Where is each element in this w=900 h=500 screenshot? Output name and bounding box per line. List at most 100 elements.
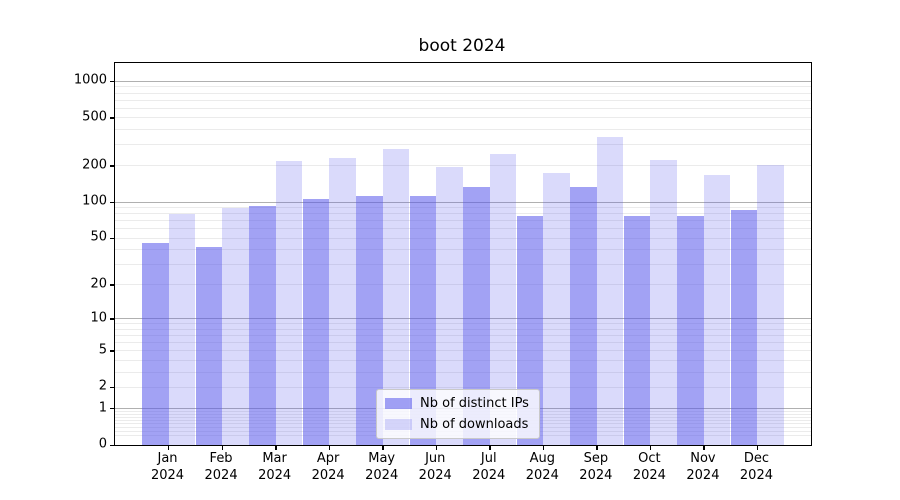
gridline-minor-5 xyxy=(115,350,811,352)
x-tick-label-nov-2024: Nov 2024 xyxy=(686,451,720,483)
gridline-minor-30 xyxy=(115,263,811,265)
legend: Nb of distinct IPs Nb of downloads xyxy=(376,389,540,439)
y-tick-50 xyxy=(110,237,115,239)
y-tick-label-200: 200 xyxy=(82,157,107,173)
bar-distinct-ips-nov xyxy=(677,215,704,445)
y-tick-label-50: 50 xyxy=(90,229,107,245)
x-tick-label-dec-2024: Dec 2024 xyxy=(739,451,773,483)
y-tick-10 xyxy=(110,318,115,320)
bar-downloads-dec xyxy=(757,165,784,445)
x-tick-apr xyxy=(328,445,331,450)
x-tick-mar xyxy=(275,445,277,450)
y-tick-label-2: 2 xyxy=(98,378,107,394)
y-tick-0 xyxy=(110,444,115,446)
legend-swatch-downloads xyxy=(385,419,412,430)
chart-title: boot 2024 xyxy=(418,36,506,56)
y-tick-1000 xyxy=(110,80,115,83)
x-tick-jun xyxy=(435,445,438,450)
bar-distinct-ips-feb xyxy=(195,247,223,445)
y-tick-label-20: 20 xyxy=(90,276,107,292)
gridline-minor-8 xyxy=(115,328,811,330)
gridline-minor-50 xyxy=(115,237,811,239)
x-tick-label-mar-2024: Mar 2024 xyxy=(258,451,292,483)
bar-distinct-ips-jan xyxy=(142,243,169,445)
legend-label-downloads: Nb of downloads xyxy=(420,417,529,432)
gridline-minor-600 xyxy=(115,107,811,109)
bar-downloads-aug xyxy=(543,172,570,445)
y-tick-20 xyxy=(110,284,115,286)
x-tick-dec xyxy=(756,445,759,450)
gridline-major-100 xyxy=(115,201,811,203)
y-tick-label-0: 0 xyxy=(98,436,107,452)
y-tick-2 xyxy=(110,386,115,389)
bar-distinct-ips-oct xyxy=(623,215,651,445)
bar-downloads-oct xyxy=(650,160,677,445)
x-tick-may xyxy=(382,445,384,450)
gridline-minor-800 xyxy=(115,92,811,94)
y-tick-label-1: 1 xyxy=(98,400,107,415)
gridline-minor-9 xyxy=(115,323,811,325)
y-tick-label-5: 5 xyxy=(98,342,107,358)
x-tick-jan xyxy=(168,445,170,450)
gridline-minor-200 xyxy=(115,165,811,167)
x-tick-sep xyxy=(596,445,598,450)
legend-label-distinct-ips: Nb of distinct IPs xyxy=(420,396,529,411)
x-tick-label-feb-2024: Feb 2024 xyxy=(204,451,238,483)
y-tick-label-500: 500 xyxy=(82,109,107,125)
x-tick-jul xyxy=(489,445,491,450)
gridline-minor-2 xyxy=(115,386,811,388)
gridline-minor-20 xyxy=(115,284,811,286)
gridline-minor-80 xyxy=(115,213,811,215)
gridline-minor-300 xyxy=(115,144,811,146)
x-tick-oct xyxy=(649,445,652,450)
gridline-minor-90 xyxy=(115,207,811,209)
legend-item-distinct-ips: Nb of distinct IPs xyxy=(385,396,529,411)
y-tick-label-1000: 1000 xyxy=(73,72,107,88)
x-tick-label-aug-2024: Aug 2024 xyxy=(525,451,559,483)
x-tick-label-oct-2024: Oct 2024 xyxy=(632,451,666,483)
gridline-minor-4 xyxy=(115,359,811,361)
x-tick-label-jun-2024: Jun 2024 xyxy=(418,451,452,483)
y-tick-label-10: 10 xyxy=(90,310,107,326)
x-tick-feb xyxy=(221,445,223,450)
x-tick-label-may-2024: May 2024 xyxy=(365,451,399,483)
legend-item-downloads: Nb of downloads xyxy=(385,417,529,432)
x-tick-nov xyxy=(703,445,705,450)
gridline-minor-3 xyxy=(115,371,811,373)
y-tick-500 xyxy=(110,117,115,119)
gridline-minor-6 xyxy=(115,342,811,344)
bar-distinct-ips-mar xyxy=(249,205,276,445)
x-tick-label-apr-2024: Apr 2024 xyxy=(311,451,345,483)
bar-distinct-ips-apr xyxy=(302,198,330,445)
plot-area xyxy=(110,62,812,450)
x-tick-aug xyxy=(542,445,545,450)
y-tick-label-100: 100 xyxy=(82,193,107,209)
gridline-minor-700 xyxy=(115,99,811,101)
bar-downloads-nov xyxy=(703,174,731,445)
gridline-minor-70 xyxy=(115,220,811,222)
bar-distinct-ips-sep xyxy=(570,186,597,445)
gridline-minor-40 xyxy=(115,249,811,251)
gridline-major-10 xyxy=(115,318,811,320)
gridline-minor-900 xyxy=(115,86,811,88)
bar-distinct-ips-dec xyxy=(730,209,758,445)
y-tick-100 xyxy=(110,201,115,203)
y-tick-200 xyxy=(110,165,115,167)
legend-swatch-distinct-ips xyxy=(385,398,412,409)
x-tick-label-jan-2024: Jan 2024 xyxy=(150,451,185,483)
x-tick-label-jul-2024: Jul 2024 xyxy=(472,451,506,483)
gridline-minor-400 xyxy=(115,128,811,130)
bar-downloads-mar xyxy=(275,161,303,445)
gridline-minor-60 xyxy=(115,228,811,230)
gridline-minor-7 xyxy=(115,335,811,337)
gridline-major-1000 xyxy=(115,80,811,82)
y-tick-1 xyxy=(110,408,115,410)
y-tick-5 xyxy=(110,350,115,352)
gridline-minor-500 xyxy=(115,117,811,119)
bar-downloads-sep xyxy=(596,136,624,445)
bar-downloads-apr xyxy=(329,158,356,445)
bar-downloads-feb xyxy=(222,208,249,445)
bar-downloads-jan xyxy=(168,213,196,445)
x-tick-label-sep-2024: Sep 2024 xyxy=(579,451,613,483)
